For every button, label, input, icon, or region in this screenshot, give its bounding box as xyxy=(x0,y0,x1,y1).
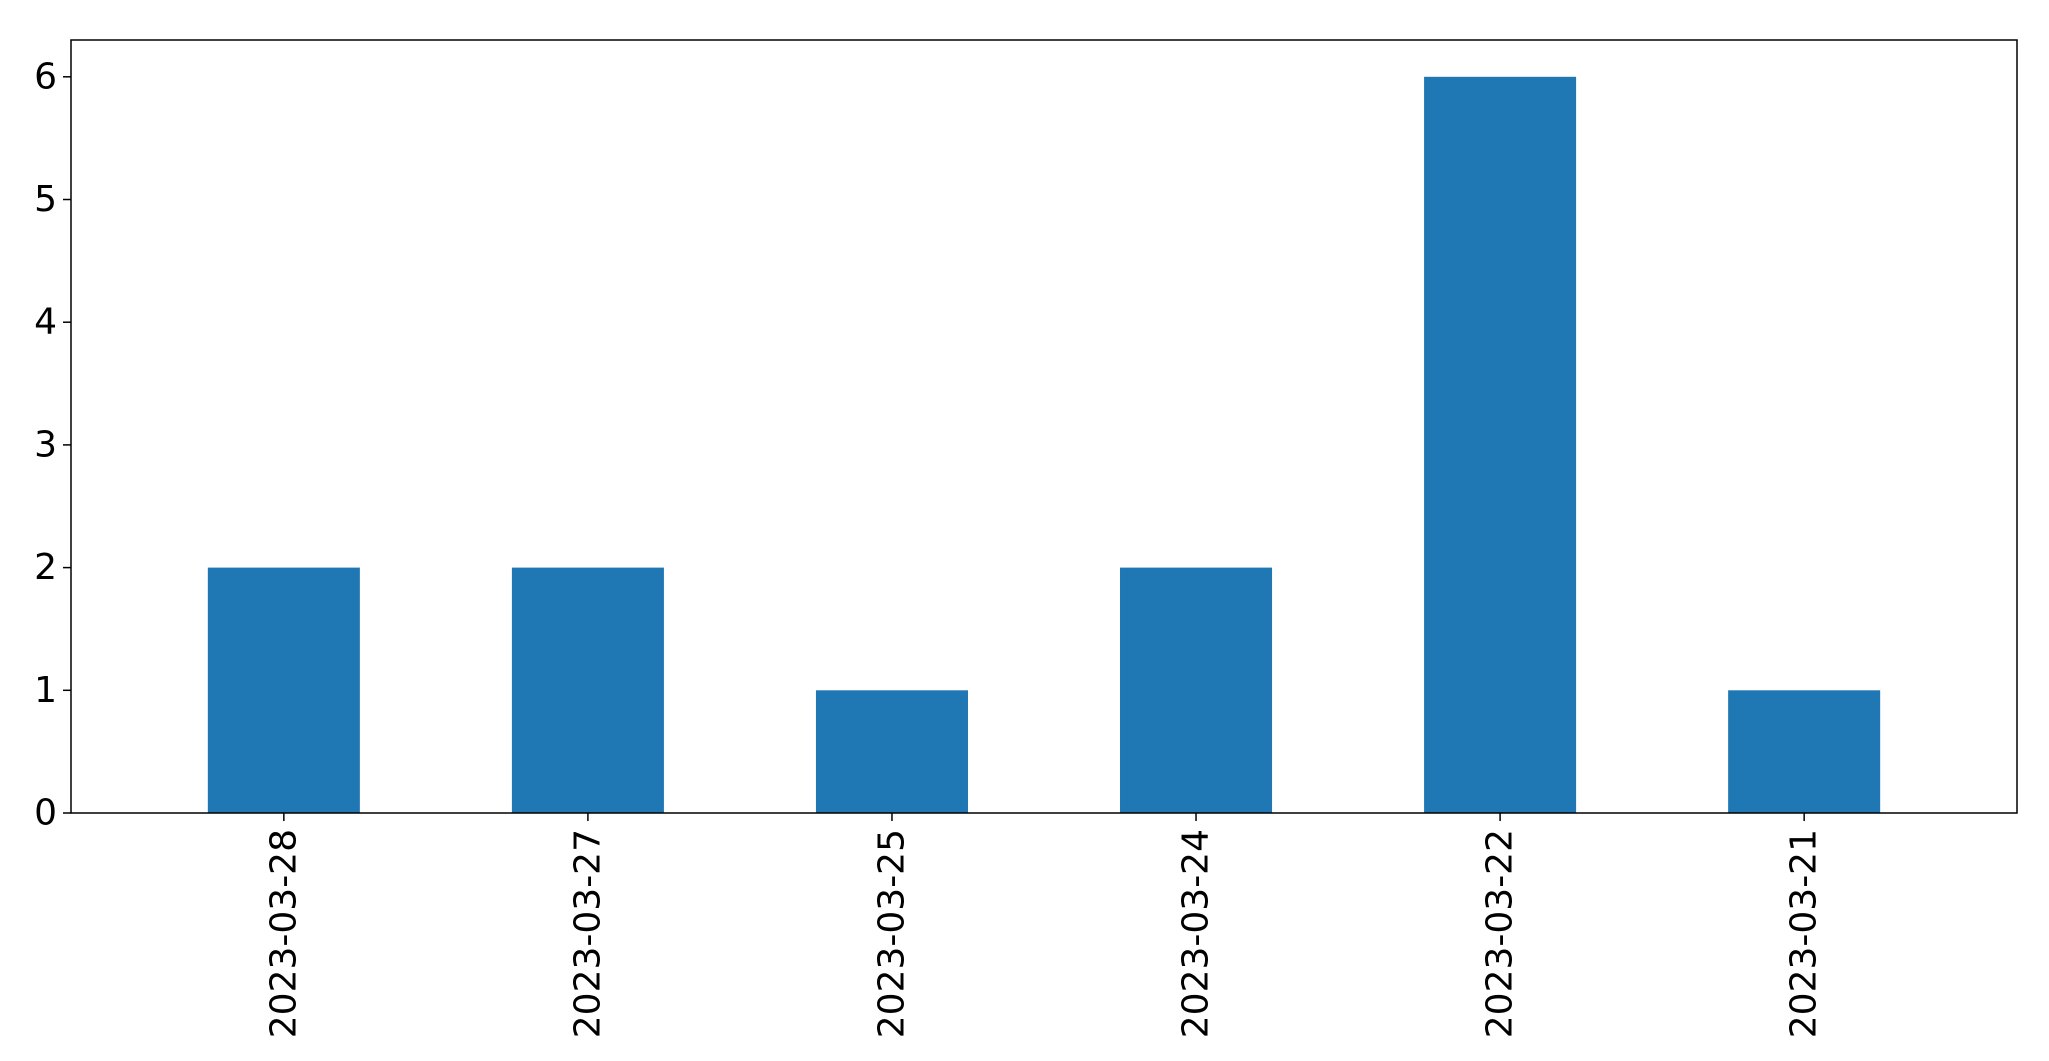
bar-2023-03-22 xyxy=(1424,76,1577,814)
y-tick-label: 4 xyxy=(34,302,57,343)
plot-frame xyxy=(70,39,2018,814)
bar-2023-03-24 xyxy=(1120,567,1273,813)
x-tick-label: 2023-03-27 xyxy=(567,829,608,1038)
bar-2023-03-21 xyxy=(1728,690,1881,813)
y-tick-label: 0 xyxy=(34,793,57,834)
x-tick-label: 2023-03-28 xyxy=(263,829,304,1038)
y-tick-label: 1 xyxy=(34,670,57,711)
bars-layer xyxy=(207,76,1881,814)
y-axis: 0 1 2 3 4 5 6 xyxy=(34,56,71,834)
x-tick-label: 2023-03-25 xyxy=(871,829,912,1038)
x-tick-label: 2023-03-22 xyxy=(1480,829,1521,1038)
x-tick-label: 2023-03-24 xyxy=(1176,829,1217,1038)
y-tick-label: 6 xyxy=(34,56,57,97)
x-tick-label: 2023-03-21 xyxy=(1784,829,1825,1038)
bar-2023-03-27 xyxy=(511,567,664,813)
bar-2023-03-28 xyxy=(207,567,360,813)
y-tick-label: 2 xyxy=(34,547,57,588)
y-tick-label: 3 xyxy=(34,424,57,465)
y-tick-label: 5 xyxy=(34,179,57,220)
bar-2023-03-25 xyxy=(815,690,968,813)
x-axis: 2023-03-28 2023-03-27 2023-03-25 2023-03-24… xyxy=(263,813,1825,1038)
